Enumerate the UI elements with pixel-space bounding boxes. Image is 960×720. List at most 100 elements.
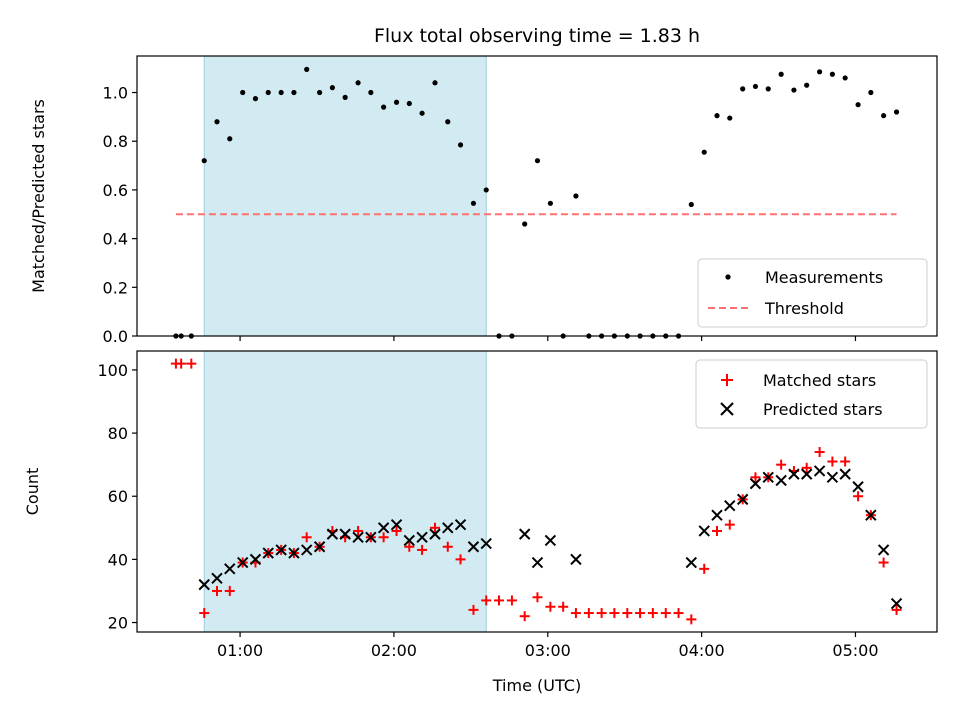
data-point bbox=[878, 557, 889, 568]
observing-window-shade bbox=[203, 55, 487, 337]
data-point bbox=[518, 528, 531, 540]
data-point bbox=[494, 595, 504, 606]
data-point bbox=[406, 100, 412, 107]
data-point bbox=[890, 597, 903, 610]
data-point bbox=[881, 113, 887, 119]
predicted-stars-series bbox=[198, 465, 903, 610]
data-point bbox=[712, 525, 722, 536]
data-point bbox=[300, 544, 313, 556]
axes-frame bbox=[136, 55, 938, 337]
data-point bbox=[788, 468, 800, 480]
data-point bbox=[814, 447, 825, 458]
data-point bbox=[378, 532, 389, 543]
data-point bbox=[355, 80, 361, 86]
data-point bbox=[545, 601, 556, 612]
data-point bbox=[877, 544, 890, 556]
data-point bbox=[711, 509, 723, 521]
data-point bbox=[891, 604, 902, 615]
data-point bbox=[868, 89, 874, 96]
data-point bbox=[240, 89, 246, 96]
data-point bbox=[342, 94, 348, 100]
data-point bbox=[724, 519, 735, 530]
data-point bbox=[262, 547, 274, 559]
data-point bbox=[762, 471, 774, 483]
data-point bbox=[186, 358, 197, 369]
data-point bbox=[199, 608, 210, 619]
y-tick-label: 20 bbox=[108, 614, 128, 633]
data-point bbox=[249, 553, 262, 566]
x-tick-label: 04:00 bbox=[679, 641, 725, 660]
data-point bbox=[842, 75, 848, 81]
data-point bbox=[853, 491, 864, 502]
data-point bbox=[442, 522, 454, 534]
data-point bbox=[506, 595, 517, 606]
data-point bbox=[840, 456, 851, 467]
data-point bbox=[278, 89, 284, 96]
data-point bbox=[765, 86, 771, 92]
data-point bbox=[224, 585, 235, 596]
y-axis-label: Matched/Predicted stars bbox=[29, 99, 48, 293]
x-tick-label: 03:00 bbox=[525, 641, 571, 660]
data-point bbox=[445, 119, 451, 125]
data-point bbox=[778, 71, 784, 77]
data-point bbox=[481, 595, 492, 606]
data-point bbox=[698, 525, 710, 537]
data-point bbox=[454, 518, 467, 531]
data-point bbox=[393, 99, 400, 105]
y-tick-label: 80 bbox=[108, 424, 128, 443]
legend-marker-measurements bbox=[725, 274, 731, 280]
y-tick-label: 0.0 bbox=[103, 327, 128, 346]
data-point bbox=[483, 187, 489, 193]
data-point bbox=[573, 193, 579, 199]
y-axis-ticks: 0.0 0.2 0.4 0.6 0.8 1.0 bbox=[103, 84, 137, 346]
data-point bbox=[817, 69, 823, 75]
ratio-panel: 0.0 0.2 0.4 0.6 0.8 1.0 Flux total observing … bbox=[29, 25, 938, 346]
data-point bbox=[377, 522, 390, 534]
data-point bbox=[826, 471, 839, 483]
data-point bbox=[752, 83, 759, 90]
y-tick-label: 0.4 bbox=[103, 230, 128, 249]
data-point bbox=[827, 456, 838, 467]
data-point bbox=[326, 528, 339, 540]
data-point bbox=[391, 525, 402, 536]
data-point bbox=[212, 585, 222, 596]
data-point bbox=[544, 534, 557, 547]
y-axis-ticks: 20 40 60 80 100 bbox=[97, 361, 137, 633]
data-point bbox=[457, 142, 464, 148]
data-point bbox=[724, 500, 736, 512]
data-point bbox=[750, 472, 761, 483]
y-tick-label: 0.8 bbox=[103, 132, 128, 151]
data-point bbox=[416, 531, 428, 543]
data-point bbox=[813, 465, 826, 477]
data-point bbox=[304, 66, 310, 72]
data-point bbox=[404, 541, 415, 552]
legend: Matched stars Predicted stars bbox=[695, 359, 928, 429]
y-tick-label: 40 bbox=[108, 550, 128, 569]
data-point bbox=[865, 509, 877, 521]
legend: Measurements Threshold bbox=[697, 258, 928, 328]
legend-box bbox=[695, 359, 928, 429]
data-point bbox=[224, 563, 236, 575]
axes-frame bbox=[136, 350, 938, 633]
x-axis-label: Time (UTC) bbox=[492, 676, 581, 695]
data-point bbox=[236, 556, 249, 569]
data-point bbox=[201, 158, 207, 164]
data-point bbox=[442, 541, 453, 552]
data-point bbox=[390, 518, 403, 531]
data-point bbox=[470, 200, 477, 206]
data-point bbox=[417, 544, 428, 555]
data-point bbox=[558, 601, 569, 612]
data-point bbox=[214, 119, 220, 125]
data-point bbox=[430, 522, 440, 533]
data-point bbox=[227, 136, 233, 142]
y-tick-label: 60 bbox=[108, 487, 128, 506]
data-point bbox=[198, 578, 210, 591]
data-point bbox=[791, 87, 797, 93]
data-point bbox=[519, 611, 530, 622]
data-point bbox=[714, 113, 720, 119]
data-point bbox=[740, 86, 746, 92]
data-point bbox=[429, 528, 441, 540]
matched-stars-series bbox=[170, 358, 902, 625]
x-tick-label: 02:00 bbox=[371, 641, 417, 660]
